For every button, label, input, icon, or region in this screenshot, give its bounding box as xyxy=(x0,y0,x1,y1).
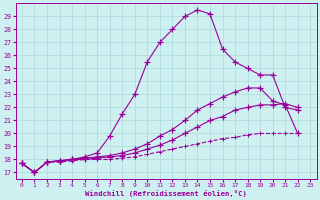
X-axis label: Windchill (Refroidissement éolien,°C): Windchill (Refroidissement éolien,°C) xyxy=(85,190,247,197)
